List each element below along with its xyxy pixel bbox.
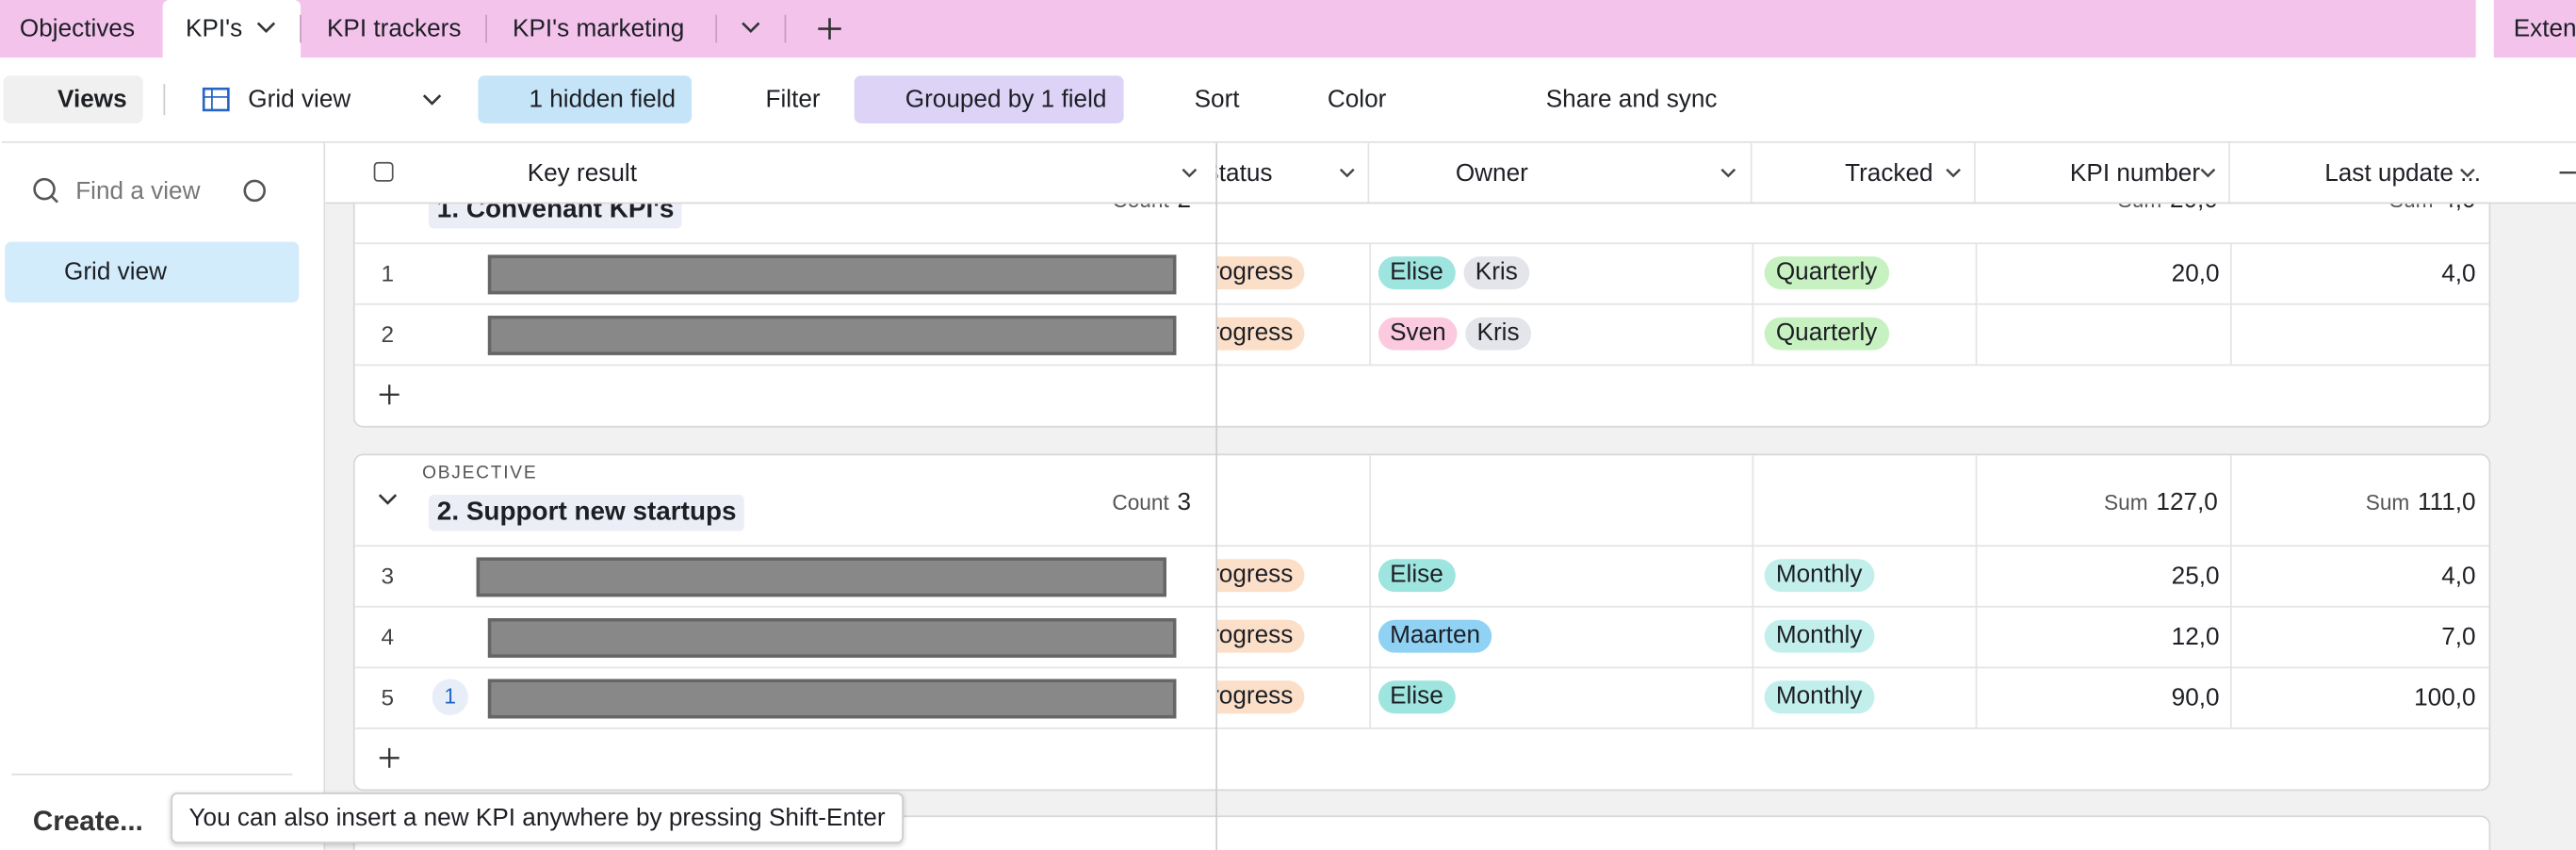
owner-pill: Sven [1378,317,1458,351]
sum-value: 127,0 [2156,488,2218,516]
sum-label: Sum [2104,489,2148,515]
last-update: 4,0 [2441,562,2476,591]
hidden-fields-button[interactable]: 1 hidden field [478,75,693,123]
redacted-text [487,678,1177,719]
last-update: 4,0 [2441,259,2476,288]
group: OBJECTIVE 2. Support new startups Count 3 Su… [352,453,2491,792]
tab[interactable]: Exten [2513,14,2576,43]
owner-pill: Elise [1378,680,1455,714]
tracked-pill: Monthly [1764,559,1874,593]
status-cell: In progress [1217,243,1370,302]
owner-pill: Maarten [1378,619,1492,653]
kpi-number: 90,0 [2171,683,2220,712]
column-header: Last update ... [2324,159,2481,188]
owner-pill: Elise [1378,256,1455,290]
owner-pill: Kris [1463,256,1530,290]
status-pill: In progress [1217,317,1305,351]
group-count: Count 3 [1112,488,1191,516]
tab[interactable]: KPI trackers [326,14,462,43]
kpi-number: 12,0 [2171,623,2220,651]
tab[interactable]: KPI's marketing [513,14,685,43]
row-number: 1 [381,259,395,286]
group-category: OBJECTIVE [422,464,538,483]
tracked-pill: Monthly [1764,680,1874,714]
last-update: 7,0 [2441,623,2476,651]
header-row: Key result Status Owner Tracked KPI number La… [325,142,2576,204]
row-number: 2 [381,320,395,348]
row-number: 5 [381,683,395,711]
sort-button[interactable]: Sort [1194,85,1240,114]
tab[interactable]: Objectives [19,14,136,43]
comment-badge: 1 [432,678,468,715]
view-item-bg[interactable] [5,241,300,303]
toolbar-icons [1,14,2576,143]
status-cell: In progress [1217,607,1370,666]
column-header: Key result [527,159,637,188]
header-icons [373,142,2576,203]
share-button[interactable]: Share and sync [1545,85,1718,114]
redacted-text [487,618,1177,658]
filter-button[interactable]: Filter [765,85,821,114]
tracked-pill: Quarterly [1764,317,1889,351]
row-number: 4 [381,623,395,650]
frozen-divider [1215,142,1218,850]
status-cell: In progress [1217,667,1370,727]
status-cell: In progress [1217,304,1370,364]
status-pill: In progress [1217,559,1305,593]
redacted-text [487,315,1177,355]
view-item[interactable]: Grid view [64,257,168,286]
status-cell: In progress [1217,546,1370,605]
tooltip: You can also insert a new KPI anywhere b… [171,792,904,844]
column-header: Owner [1455,159,1528,188]
tracked-pill: Monthly [1764,619,1874,653]
sum-value: 111,0 [2418,488,2476,516]
redacted-text [487,254,1177,295]
column-header: Status [1215,159,1273,188]
redacted-text [476,557,1166,597]
kpi-number: 25,0 [2171,562,2220,591]
owner-pill: Elise [1378,559,1455,593]
group-lines [354,455,2489,768]
sidebar-icons [11,177,293,776]
group-sum: Sum 111,0 [2366,488,2476,516]
tab-bar [0,0,2476,58]
last-update: 100,0 [2414,683,2476,712]
color-button[interactable]: Color [1327,85,1387,114]
column-header: Tracked [1845,159,1933,188]
status-pill: In progress [1217,619,1305,653]
tracked-pill: Quarterly [1764,256,1889,290]
owner-pill: Kris [1465,317,1531,351]
kpi-number: 20,0 [2171,259,2220,288]
status-pill: In progress [1217,256,1305,290]
column-header: KPI number [2069,159,2201,188]
view-search[interactable]: Find a view [75,177,201,206]
row-number: 3 [381,562,395,589]
group-sum: Sum 127,0 [2104,488,2218,516]
group-button[interactable]: Grouped by 1 field [854,75,1123,123]
count-value: 3 [1177,488,1192,516]
group-label: 2. Support new startups [429,495,745,531]
header-cell: Status [1215,143,1368,203]
grid-view-button[interactable]: Grid view [248,85,351,114]
views-button[interactable]: Views [3,75,144,123]
tab[interactable]: KPI's [186,14,243,43]
status-pill: In progress [1217,680,1305,714]
active-tab-bg [162,0,302,59]
create-button[interactable]: Create... [32,805,143,838]
sum-label: Sum [2365,489,2410,515]
extensions-tab[interactable] [2493,0,2576,58]
group-lines [354,191,2489,405]
count-label: Count [1112,489,1169,515]
